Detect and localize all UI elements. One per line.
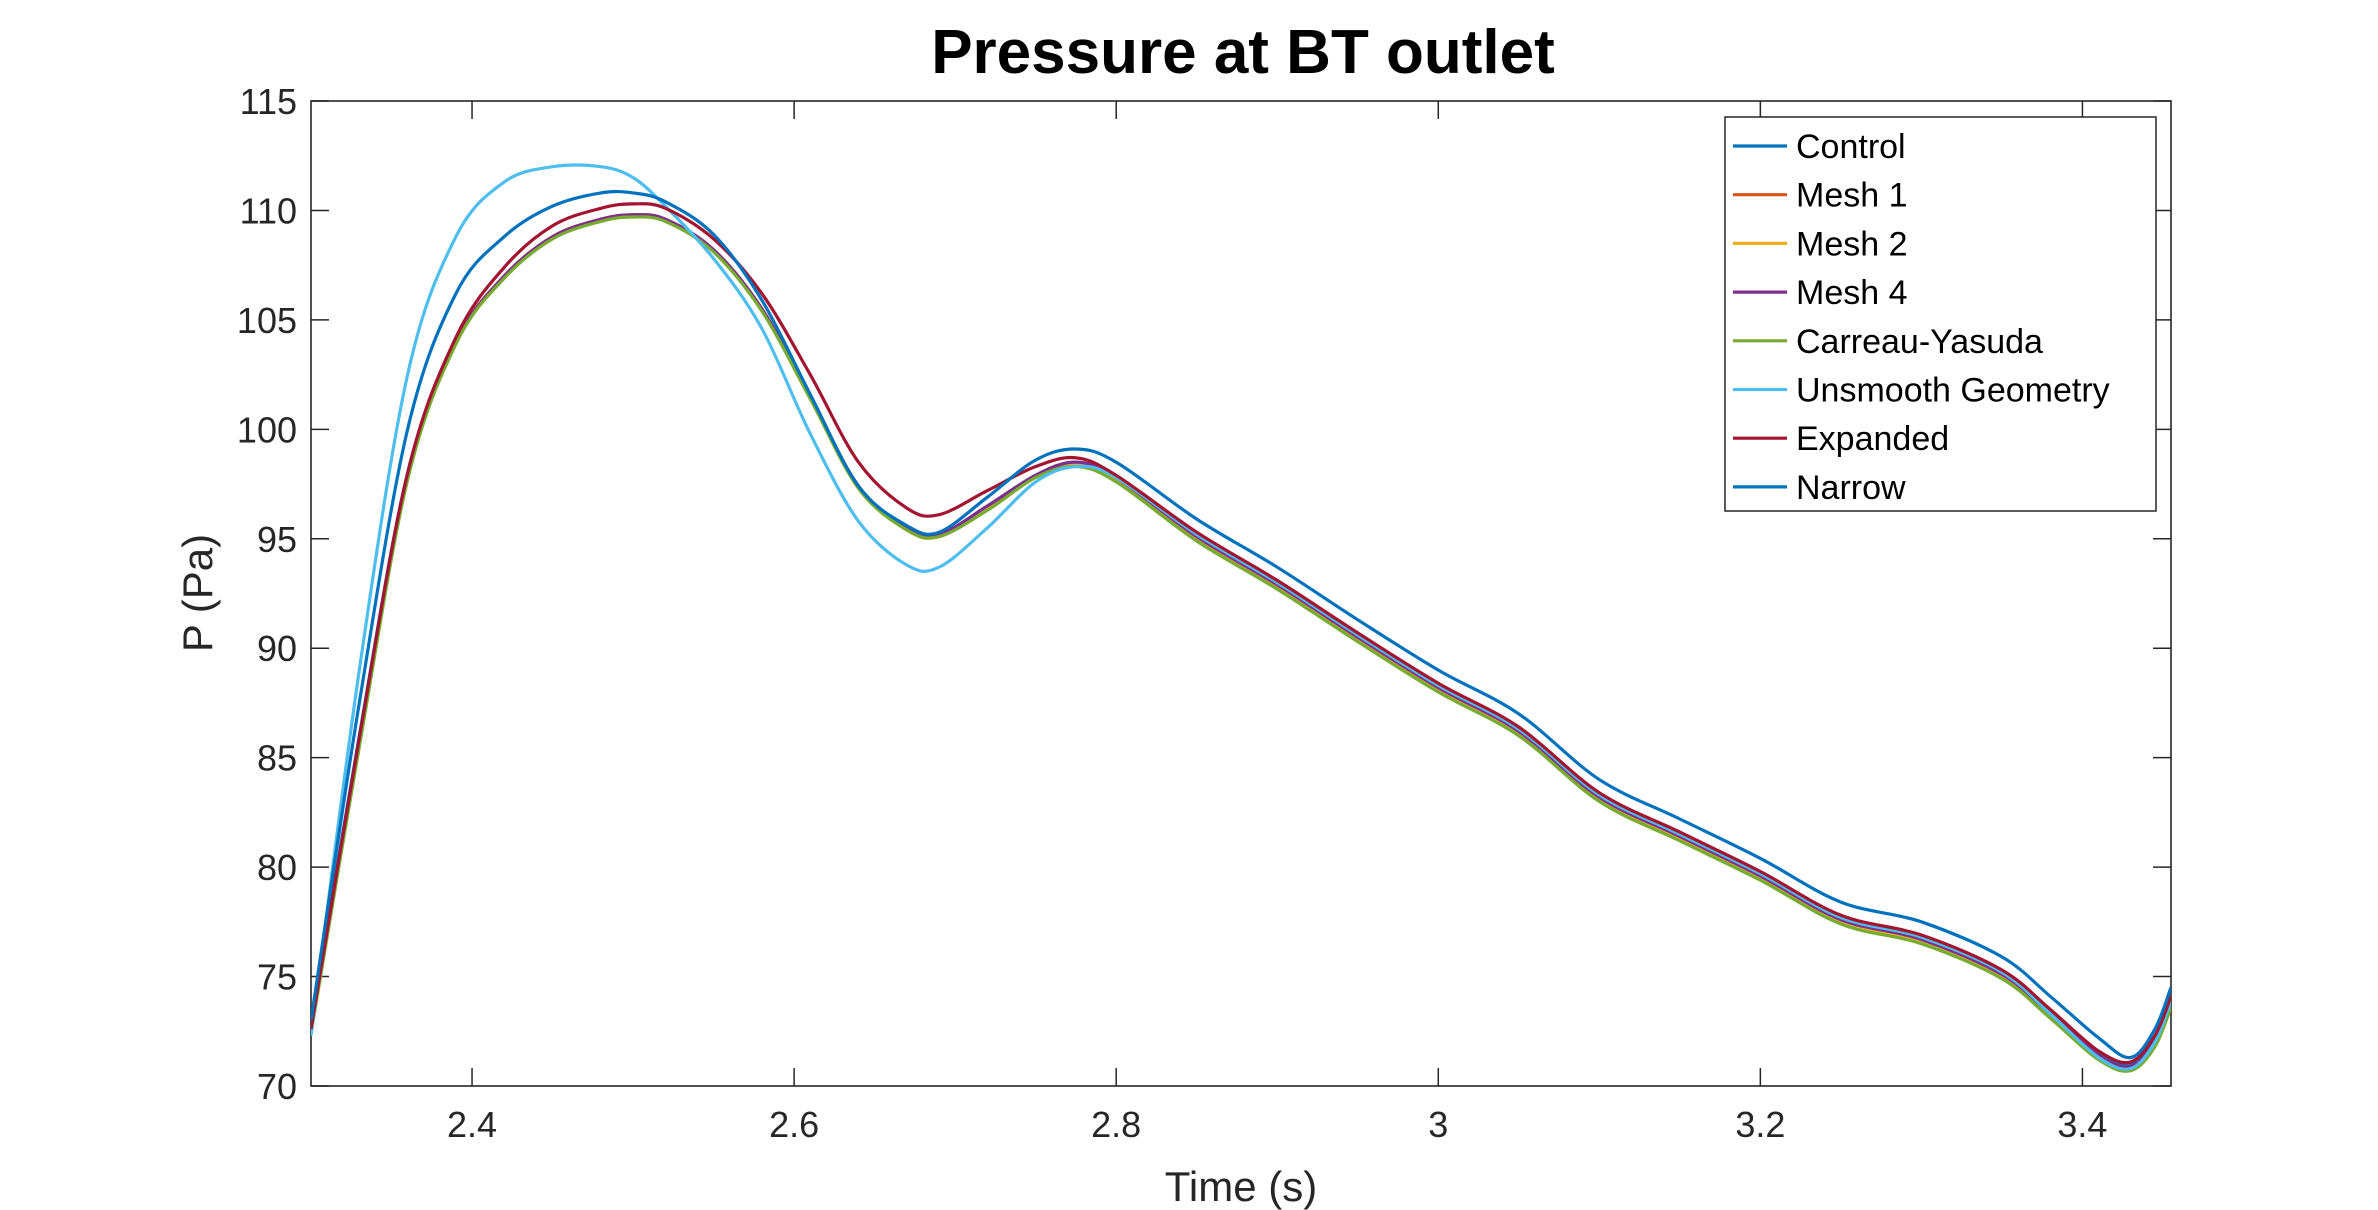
legend-label-control: Control bbox=[1796, 128, 1906, 166]
legend: Control Mesh 1 Mesh 2 Mesh 4 Carreau-Yasuda U… bbox=[1724, 116, 2157, 512]
series-line-narrow bbox=[311, 189, 2171, 1060]
legend-label-mesh-2: Mesh 2 bbox=[1796, 225, 1908, 263]
x-tick-label: 2.8 bbox=[1091, 1104, 1141, 1145]
legend-label-expanded: Expanded bbox=[1796, 420, 1949, 458]
y-tick-label: 115 bbox=[240, 81, 297, 122]
series-line-expanded bbox=[311, 202, 2171, 1065]
legend-label-narrow: Narrow bbox=[1796, 469, 1906, 507]
y-tick-label: 70 bbox=[257, 1066, 297, 1107]
y-axis: 70 75 80 85 90 95 100 105 110 115 bbox=[237, 81, 2171, 1107]
y-tick-label: 75 bbox=[257, 957, 297, 998]
chart-title: Pressure at BT outlet bbox=[931, 18, 1555, 87]
x-tick-label: 3.4 bbox=[2057, 1104, 2107, 1145]
y-tick-label: 100 bbox=[237, 409, 297, 450]
y-tick-label: 80 bbox=[257, 847, 297, 888]
y-axis-label: P (Pa) bbox=[174, 534, 221, 652]
x-axis-label: Time (s) bbox=[1165, 1163, 1317, 1210]
legend-label-carreau-yasuda: Carreau-Yasuda bbox=[1796, 323, 2043, 361]
legend-box bbox=[1724, 116, 2157, 512]
y-tick-label: 95 bbox=[257, 519, 297, 560]
x-tick-label: 2.4 bbox=[447, 1104, 497, 1145]
y-tick-label: 110 bbox=[240, 190, 297, 231]
x-tick-label: 3.2 bbox=[1735, 1104, 1785, 1145]
legend-label-unsmooth-geometry: Unsmooth Geometry bbox=[1796, 372, 2110, 410]
y-tick-label: 105 bbox=[237, 300, 297, 341]
x-axis: 2.4 2.6 2.8 3 3.2 3.4 bbox=[447, 101, 2107, 1145]
x-tick-label: 3 bbox=[1428, 1104, 1448, 1145]
series-line-unsmooth-geometry bbox=[311, 163, 2171, 1071]
x-tick-label: 2.6 bbox=[769, 1104, 819, 1145]
legend-label-mesh-4: Mesh 4 bbox=[1796, 274, 1908, 312]
series-lines bbox=[311, 163, 2171, 1073]
legend-label-mesh-1: Mesh 1 bbox=[1796, 177, 1908, 215]
y-tick-label: 90 bbox=[257, 628, 297, 669]
y-tick-label: 85 bbox=[257, 738, 297, 779]
